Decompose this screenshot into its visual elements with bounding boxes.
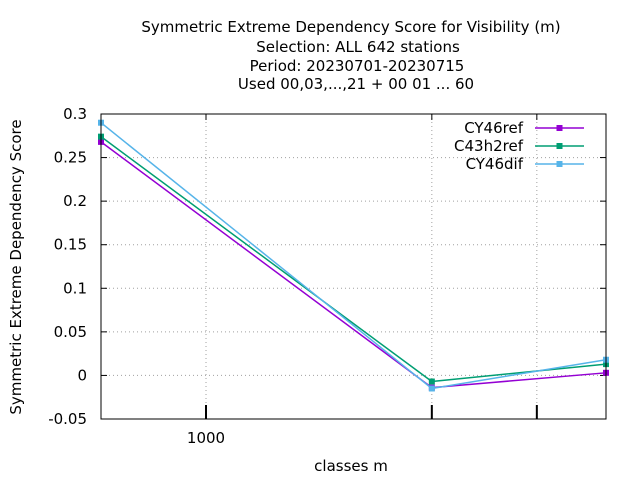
y-tick-label: 0.2	[63, 192, 87, 210]
x-tick-labels: 1000	[187, 429, 225, 447]
legend-marker	[556, 143, 563, 149]
legend-label: C43h2ref	[454, 137, 524, 155]
title-line-2: Selection: ALL 642 stations	[256, 38, 460, 56]
data-point	[428, 385, 435, 392]
legend-label: CY46dif	[466, 155, 524, 173]
title-line-4: Used 00,03,...,21 + 00 01 ... 60	[238, 75, 474, 93]
ticks	[101, 113, 606, 420]
plot-frame	[100, 113, 607, 420]
legend-label: CY46ref	[464, 119, 524, 137]
series-line	[100, 136, 607, 383]
legend-marker	[556, 125, 563, 131]
y-tick-label: -0.05	[48, 410, 87, 428]
grid	[101, 114, 606, 419]
data-point	[428, 378, 435, 385]
y-tick-label: 0.15	[54, 236, 87, 254]
x-tick-label: 1000	[187, 429, 225, 447]
x-axis-label: classes m	[314, 457, 388, 475]
series-line	[100, 122, 607, 390]
chart-title: Symmetric Extreme Dependency Score for V…	[141, 18, 560, 93]
title-line-3: Period: 20230701-20230715	[250, 57, 465, 75]
series-lines	[98, 119, 609, 392]
series-line	[100, 141, 607, 389]
title-line-1: Symmetric Extreme Dependency Score for V…	[141, 18, 560, 36]
y-tick-label: 0	[77, 366, 87, 384]
y-tick-label: 0.1	[63, 279, 87, 297]
y-tick-label: 0.05	[54, 323, 87, 341]
legend-marker	[556, 161, 563, 167]
y-tick-label: 0.3	[63, 105, 87, 123]
y-tick-labels: -0.05 0 0.05 0.1 0.15 0.2 0.25 0.3	[48, 105, 87, 428]
y-axis-label: Symmetric Extreme Dependency Score	[7, 119, 25, 414]
y-tick-label: 0.25	[54, 149, 87, 167]
